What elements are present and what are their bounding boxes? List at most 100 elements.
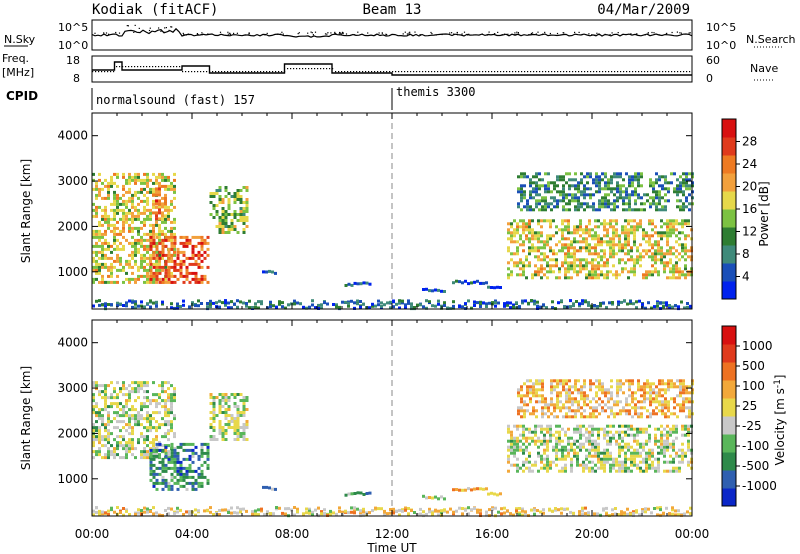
heatmap-cell xyxy=(155,199,158,203)
heatmap-cell xyxy=(122,411,125,415)
heatmap-cell xyxy=(683,512,686,516)
heatmap-cell xyxy=(520,415,523,419)
heatmap-cell xyxy=(143,390,146,394)
nave-dot xyxy=(590,71,592,73)
heatmap-cell xyxy=(152,229,155,233)
heatmap-cell xyxy=(182,250,186,254)
heatmap-cell xyxy=(167,265,171,269)
heatmap-cell xyxy=(574,187,577,191)
heatmap-cell xyxy=(562,187,565,191)
heatmap-cell xyxy=(526,394,529,398)
heatmap-cell xyxy=(661,187,664,191)
nave-dot xyxy=(668,71,670,73)
heatmap-cell xyxy=(535,415,538,419)
heatmap-cell xyxy=(630,454,633,458)
heatmap-cell xyxy=(549,237,552,241)
heatmap-cell xyxy=(413,306,416,309)
heatmap-cell xyxy=(610,412,613,416)
heatmap-cell xyxy=(510,234,513,238)
nave-dot xyxy=(317,68,319,70)
heatmap-cell xyxy=(626,302,629,306)
heatmap-cell xyxy=(206,235,210,239)
heatmap-cell xyxy=(164,274,168,278)
heatmap-cell xyxy=(553,415,556,419)
heatmap-cell xyxy=(200,244,204,248)
heatmap-cell xyxy=(645,442,648,446)
nave-dot xyxy=(377,71,379,73)
noise-search-dot xyxy=(406,33,408,35)
heatmap-cell xyxy=(152,381,155,385)
heatmap-cell xyxy=(627,457,630,461)
heatmap-cell xyxy=(520,196,523,200)
heatmap-cell xyxy=(149,238,153,242)
heatmap-cell xyxy=(585,237,588,241)
heatmap-cell xyxy=(625,172,628,176)
heatmap-cell xyxy=(149,247,153,251)
heatmap-cell xyxy=(675,228,678,232)
heatmap-cell xyxy=(200,280,204,284)
heatmap-cell xyxy=(224,411,228,414)
heatmap-cell xyxy=(167,444,170,448)
freq-label-2: [MHz] xyxy=(2,66,34,79)
heatmap-cell xyxy=(574,172,577,176)
heatmap-cell xyxy=(681,442,684,446)
heatmap-cell xyxy=(555,457,558,461)
heatmap-cell xyxy=(595,385,598,389)
heatmap-cell xyxy=(649,385,652,389)
heatmap-cell xyxy=(137,211,140,215)
noise-search-dot xyxy=(453,33,455,35)
heatmap-cell xyxy=(197,280,201,284)
heatmap-cell xyxy=(212,438,216,441)
heatmap-cell xyxy=(461,512,464,516)
heatmap-cell xyxy=(155,214,158,218)
heatmap-cell xyxy=(98,411,101,415)
heatmap-cell xyxy=(666,424,669,428)
heatmap-cell xyxy=(110,271,113,275)
heatmap-cell xyxy=(236,420,240,423)
heatmap-cell xyxy=(675,276,678,280)
heatmap-cell xyxy=(672,427,675,431)
heatmap-cell xyxy=(149,305,152,309)
heatmap-cell xyxy=(170,454,174,458)
heatmap-cell xyxy=(565,415,568,419)
heatmap-cell xyxy=(122,211,125,215)
heatmap-cell xyxy=(188,442,192,446)
heatmap-cell xyxy=(119,217,122,221)
heatmap-cell xyxy=(681,433,684,437)
heatmap-cell xyxy=(161,399,164,403)
heatmap-cell xyxy=(546,243,549,247)
heatmap-cell xyxy=(155,247,159,251)
heatmap-cell xyxy=(197,235,201,239)
heatmap-cell xyxy=(137,238,140,242)
heatmap-cell xyxy=(164,444,167,448)
heatmap-cell xyxy=(681,231,684,235)
nave-dot xyxy=(347,71,349,73)
heatmap-cell xyxy=(598,178,601,182)
heatmap-cell xyxy=(606,442,609,446)
noise-search-dot xyxy=(596,32,598,34)
heatmap-cell xyxy=(678,252,681,256)
heatmap-cell xyxy=(562,379,565,383)
heatmap-cell xyxy=(546,255,549,259)
heatmap-cell xyxy=(624,424,627,428)
heatmap-cell xyxy=(633,273,636,277)
heatmap-cell xyxy=(173,232,176,236)
heatmap-cell xyxy=(550,397,553,401)
heatmap-cell xyxy=(618,445,621,449)
heatmap-cell xyxy=(603,427,606,431)
noise-search-dot xyxy=(233,32,235,34)
heatmap-cell xyxy=(239,393,243,396)
heatmap-cell xyxy=(212,417,216,420)
nave-dot xyxy=(278,71,280,73)
heatmap-cell xyxy=(122,199,125,203)
heatmap-cell xyxy=(630,424,633,428)
heatmap-cell xyxy=(657,463,660,467)
heatmap-cell xyxy=(522,240,525,244)
heatmap-cell xyxy=(624,445,627,449)
heatmap-cell xyxy=(645,439,648,443)
heatmap-cell xyxy=(643,394,646,398)
heatmap-cell xyxy=(251,510,254,514)
heatmap-cell xyxy=(591,466,594,470)
heatmap-cell xyxy=(630,255,633,259)
heatmap-cell xyxy=(227,204,231,207)
